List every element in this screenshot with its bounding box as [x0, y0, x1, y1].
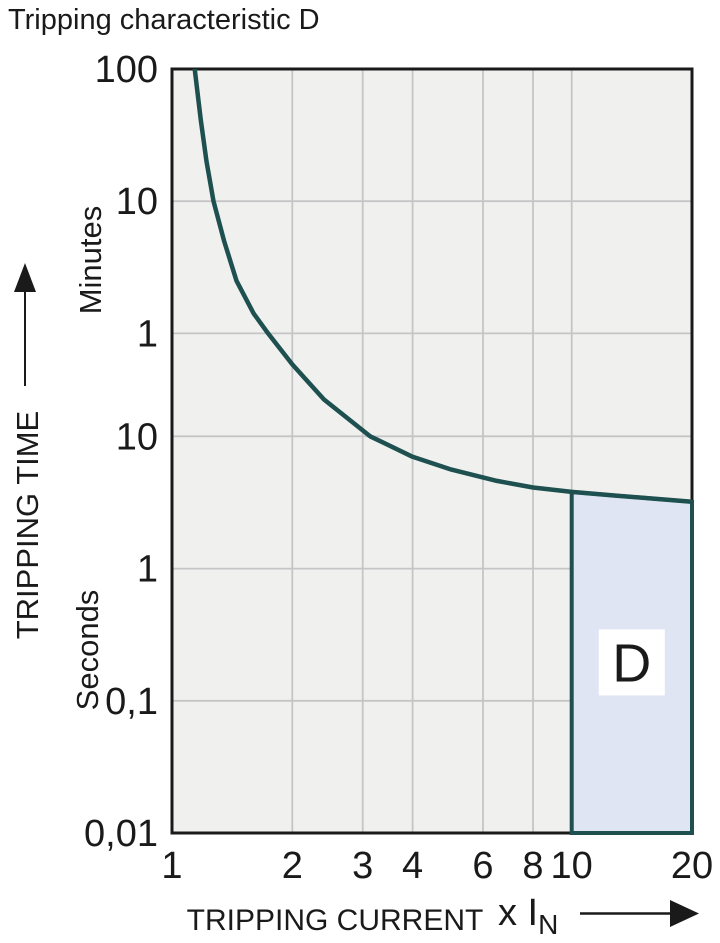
y-tick-label: 1	[137, 313, 158, 355]
tripping-curve	[192, 68, 693, 505]
y-tick-label: 0,1	[105, 681, 158, 723]
x-axis-unit: x IN	[498, 892, 558, 941]
y-axis-unit-minutes: Minutes	[73, 205, 108, 315]
y-tick-label: 0,01	[84, 813, 158, 855]
plot-frame	[170, 67, 694, 835]
y-tick-label: 10	[116, 181, 158, 223]
x-tick-label: 2	[282, 845, 303, 887]
x-tick-label: 20	[671, 845, 713, 887]
x-axis-unit-prefix: x I	[498, 892, 539, 934]
y-axis-title: TRIPPING TIME	[10, 410, 45, 640]
x-tick-label: 6	[472, 845, 493, 887]
x-tick-label: 8	[522, 845, 543, 887]
x-tick-label: 10	[551, 845, 593, 887]
up-arrow-icon	[14, 263, 36, 386]
x-tick-label: 1	[161, 845, 182, 887]
y-tick-label: 1	[137, 549, 158, 591]
region-label-box	[598, 629, 665, 696]
x-axis-unit-subscript: N	[538, 909, 559, 940]
x-tick-label: 4	[402, 845, 423, 887]
x-axis-title: TRIPPING CURRENT	[186, 904, 484, 937]
x-tick-label: 3	[352, 845, 373, 887]
y-tick-label: 100	[95, 49, 158, 91]
y-tick-label: 10	[116, 416, 158, 458]
y-axis-unit-seconds: Seconds	[70, 589, 105, 711]
region-label: D	[612, 633, 651, 693]
right-arrow-icon	[580, 900, 699, 927]
figure-title: Tripping characteristic D	[8, 4, 320, 36]
